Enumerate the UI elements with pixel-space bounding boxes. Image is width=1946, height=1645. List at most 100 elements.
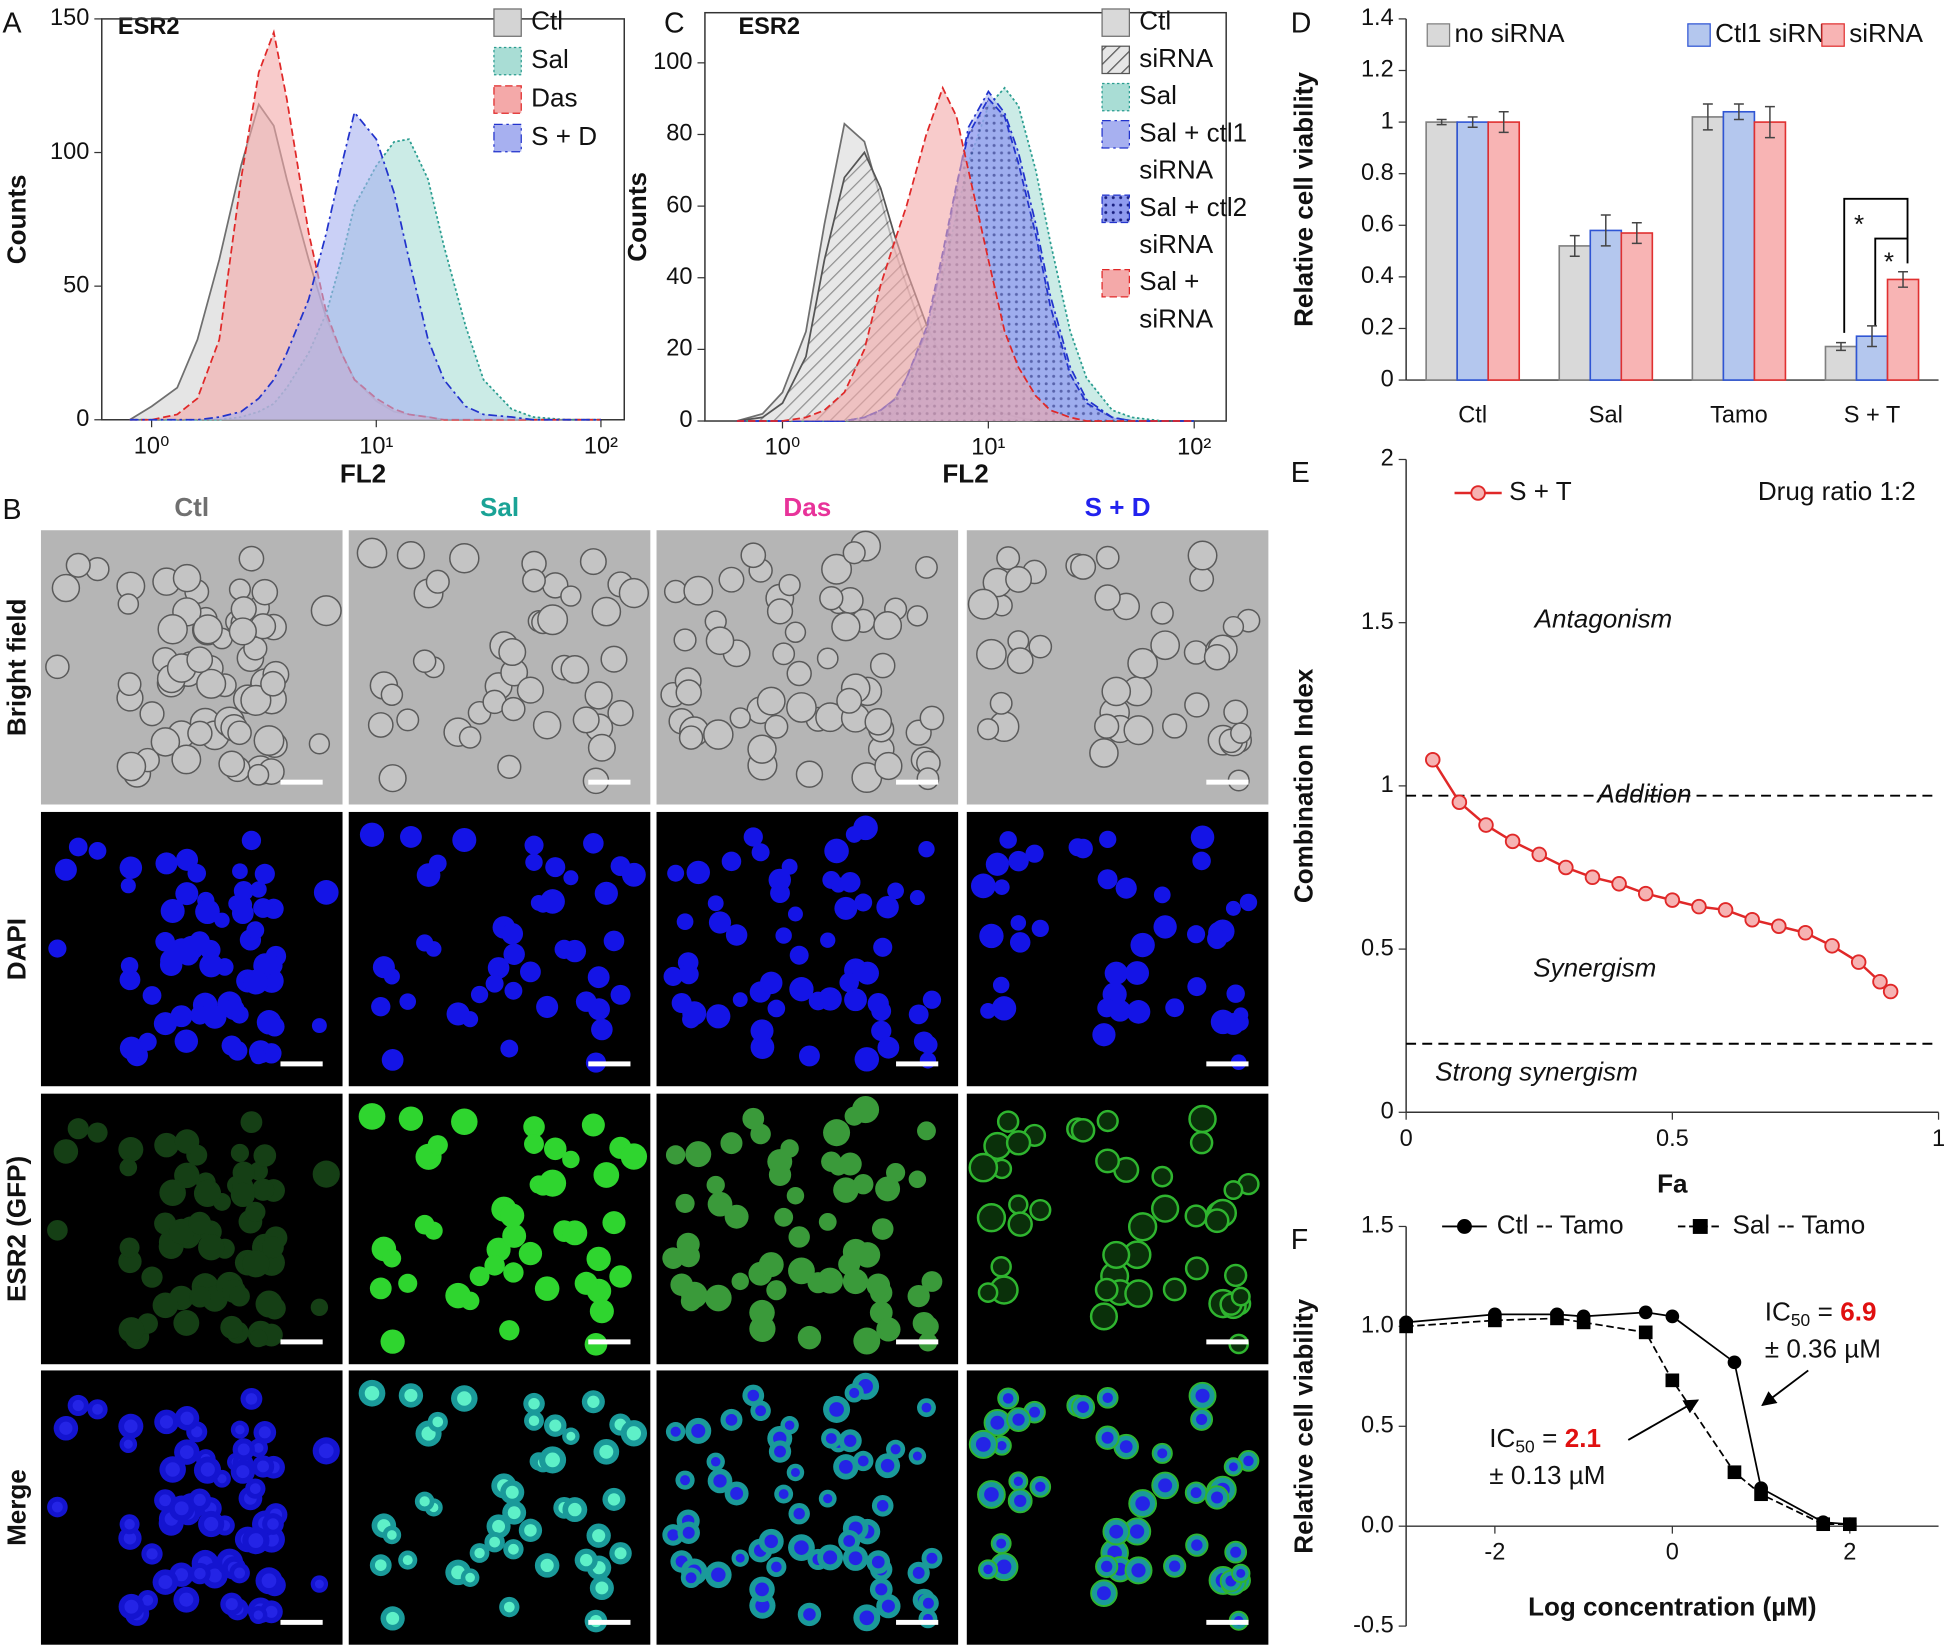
gfp-cell	[788, 1226, 810, 1248]
legend-label: siRNA	[1849, 18, 1923, 48]
micrograph	[40, 1093, 343, 1365]
nucleus	[667, 864, 685, 882]
x-tick-label: 1	[1932, 1125, 1945, 1151]
row-label: DAPI	[2, 918, 32, 980]
nucleus	[189, 931, 210, 952]
merge-nucleus	[142, 1594, 154, 1606]
y-tick-label: 2	[1381, 445, 1394, 471]
gfp-cell	[189, 1286, 211, 1308]
cell	[916, 767, 940, 791]
nucleus	[160, 898, 185, 924]
cell	[516, 676, 545, 704]
gfp-cell	[1223, 1263, 1248, 1288]
annotation: Antagonism	[1533, 604, 1673, 634]
nucleus	[706, 1004, 731, 1029]
gfp-cell	[921, 1271, 943, 1292]
error-bar	[1436, 118, 1447, 126]
merge-nucleus	[503, 1601, 515, 1613]
cell	[310, 595, 342, 627]
cell	[869, 652, 896, 679]
fit-line	[1406, 1311, 1850, 1526]
nucleus	[678, 964, 699, 985]
nucleus	[999, 831, 1017, 849]
gfp-cell	[1029, 1198, 1052, 1222]
merge-nucleus	[880, 1458, 895, 1473]
nucleus	[399, 993, 417, 1010]
merge-nucleus	[92, 1403, 103, 1415]
cell	[227, 720, 252, 746]
nucleus	[686, 860, 711, 885]
cell	[1089, 738, 1119, 768]
gfp-cell	[720, 1132, 743, 1155]
nucleus	[525, 853, 543, 871]
merge-nucleus	[159, 1415, 174, 1429]
nucleus	[743, 827, 763, 847]
cell	[218, 750, 246, 778]
cell	[705, 626, 735, 656]
gfp-cell	[1204, 1208, 1230, 1234]
nucleus	[540, 889, 565, 914]
row-label: ESR2 (GFP)	[2, 1156, 32, 1302]
nucleus	[1126, 1000, 1151, 1024]
scale-bar	[588, 779, 631, 785]
merge-nucleus	[524, 1524, 537, 1537]
area	[736, 87, 1195, 422]
legend-label: siRNA	[1139, 43, 1213, 73]
gfp-cell	[1150, 1194, 1180, 1223]
merge-nucleus	[200, 1462, 215, 1477]
annotation: Strong synergism	[1435, 1057, 1638, 1087]
chart-title: ESR2	[118, 13, 180, 39]
merge-nucleus	[876, 1500, 889, 1512]
gfp-cell	[152, 1292, 179, 1319]
y-tick-label: 1	[1381, 771, 1394, 797]
merge-nucleus	[191, 1426, 203, 1438]
gfp-cell	[562, 1220, 588, 1246]
column-header: Sal	[480, 492, 519, 522]
cell	[678, 725, 704, 750]
bar	[1425, 121, 1458, 381]
gfp-cell	[358, 1103, 386, 1130]
y-tick-label: 1.0	[1361, 1312, 1394, 1338]
nucleus	[1153, 886, 1171, 904]
nucleus	[175, 882, 199, 906]
gfp-cell	[589, 1299, 614, 1324]
merge-nucleus	[784, 1420, 795, 1431]
merge-nucleus	[402, 1555, 413, 1566]
merge-nucleus	[595, 1581, 609, 1595]
y-tick-label: 60	[666, 191, 692, 217]
merge-nucleus	[875, 1583, 888, 1596]
nucleus	[1225, 900, 1241, 916]
merge-nucleus	[234, 1567, 246, 1579]
merge-nucleus	[249, 1483, 261, 1494]
micrograph	[656, 530, 959, 805]
nucleus	[887, 882, 904, 900]
nucleus	[994, 879, 1010, 895]
legend-label: Sal + ctl1 siRNA	[1139, 117, 1247, 184]
nucleus	[594, 881, 618, 905]
merge-nucleus	[823, 1550, 838, 1565]
nucleus	[725, 924, 748, 946]
merge-nucleus	[1109, 1524, 1124, 1539]
cell	[367, 712, 394, 738]
merge-nucleus	[685, 1572, 697, 1584]
y-axis-label: Counts	[622, 172, 652, 262]
merge-nucleus	[253, 1443, 264, 1453]
gfp-cell	[918, 1316, 939, 1337]
point	[1771, 918, 1787, 934]
point	[1638, 1325, 1653, 1340]
x-tick-label: 10²	[584, 432, 618, 458]
merge-nucleus	[474, 1547, 485, 1559]
nucleus	[462, 1011, 479, 1028]
nucleus	[845, 826, 863, 843]
cell	[976, 718, 1000, 741]
gfp-cell	[706, 1175, 725, 1195]
point	[1691, 898, 1707, 915]
nucleus	[138, 1032, 157, 1051]
merge-nucleus	[997, 1440, 1007, 1451]
gfp-cell	[907, 1284, 930, 1308]
x-tick-label: -2	[1484, 1539, 1505, 1565]
merge-nucleus	[179, 1445, 194, 1460]
bar	[1722, 110, 1756, 381]
merge-nucleus	[926, 1552, 938, 1564]
cell	[873, 611, 903, 640]
